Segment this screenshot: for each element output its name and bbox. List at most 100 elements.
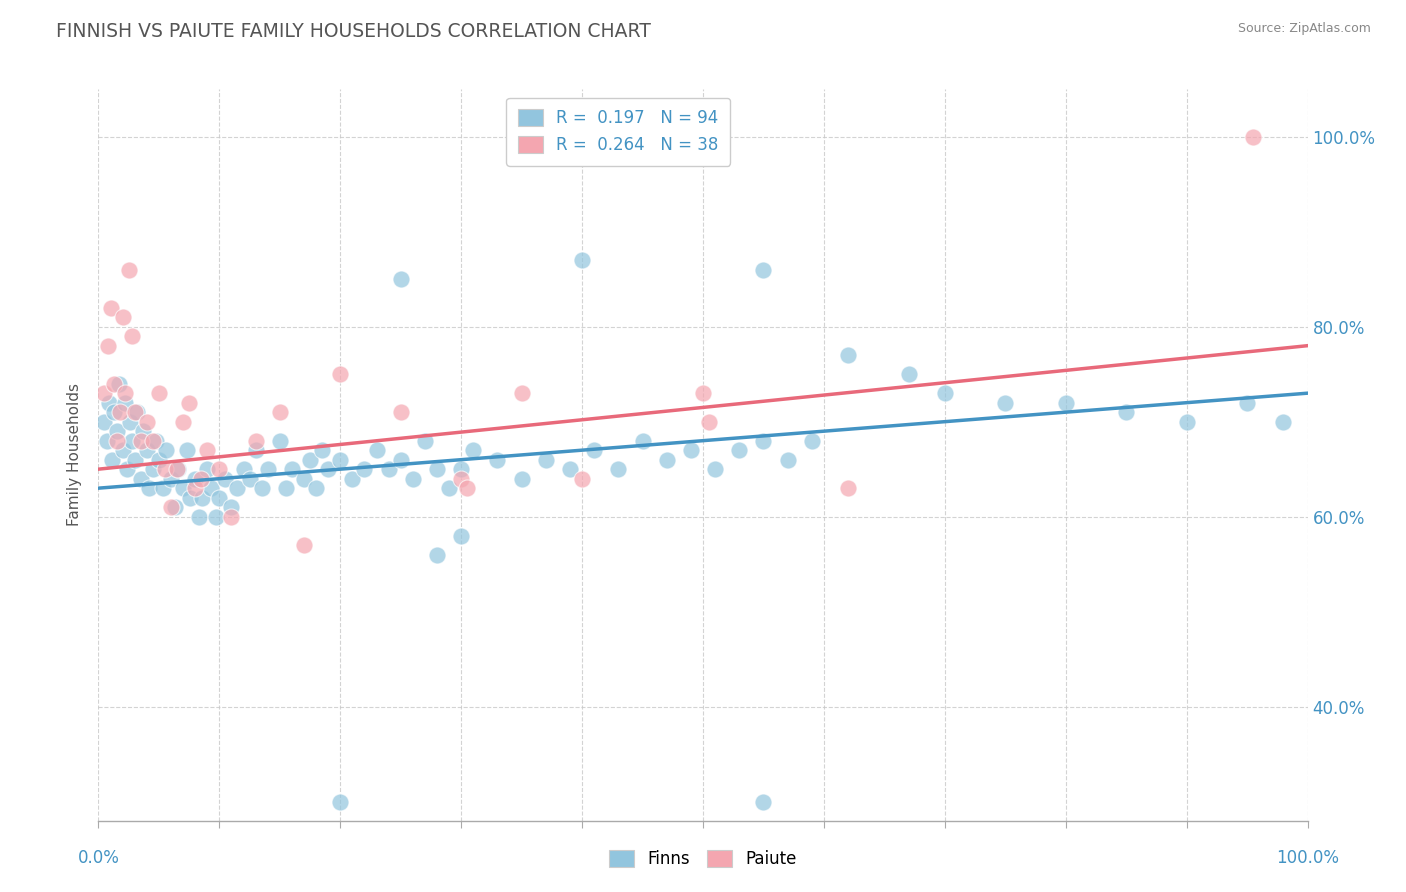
Point (117, 462, 139, 476)
Point (166, 462, 188, 476)
Point (250, 481, 273, 495)
Point (208, 491, 231, 505)
Point (200, 481, 222, 495)
Point (292, 538, 315, 552)
Point (353, 462, 375, 476)
Point (437, 481, 460, 495)
Point (172, 481, 194, 495)
Point (97, 339, 120, 353)
Point (103, 376, 125, 391)
Point (239, 472, 262, 486)
Point (752, 262, 775, 277)
Point (281, 462, 304, 476)
Point (1241, 129, 1264, 144)
Point (100, 301, 122, 315)
Point (135, 415, 157, 429)
Point (704, 462, 727, 476)
Point (191, 491, 214, 505)
Point (800, 434, 823, 448)
Point (1054, 395, 1077, 409)
Point (329, 795, 352, 809)
Point (377, 462, 399, 476)
Point (114, 395, 136, 409)
Point (1272, 415, 1295, 429)
Point (256, 462, 278, 476)
Point (195, 462, 218, 476)
Point (204, 509, 226, 524)
Point (184, 481, 207, 495)
Point (124, 405, 146, 419)
Point (450, 472, 472, 486)
Point (245, 443, 267, 458)
Point (329, 367, 352, 381)
Point (148, 452, 170, 467)
Point (510, 472, 533, 486)
Point (776, 452, 799, 467)
Point (142, 434, 165, 448)
Point (583, 443, 606, 458)
Point (93, 386, 115, 401)
Point (111, 443, 134, 458)
Point (692, 386, 714, 401)
Point (103, 405, 125, 419)
Point (607, 462, 630, 476)
Point (114, 386, 136, 401)
Point (148, 386, 170, 401)
Point (486, 452, 509, 467)
Point (413, 434, 436, 448)
Point (389, 452, 412, 467)
Point (450, 529, 472, 543)
Text: FINNISH VS PAIUTE FAMILY HOUSEHOLDS CORRELATION CHART: FINNISH VS PAIUTE FAMILY HOUSEHOLDS CORR… (56, 22, 651, 41)
Legend: R =  0.197   N = 94, R =  0.264   N = 38: R = 0.197 N = 94, R = 0.264 N = 38 (506, 97, 730, 166)
Point (342, 472, 364, 486)
Point (155, 443, 177, 458)
Point (98, 395, 121, 409)
Point (105, 434, 128, 448)
Point (108, 376, 131, 391)
Point (316, 462, 339, 476)
Point (558, 462, 581, 476)
Point (426, 548, 449, 562)
Point (245, 434, 267, 448)
Point (463, 443, 485, 458)
Point (1236, 395, 1258, 409)
Point (752, 795, 775, 809)
Y-axis label: Family Households: Family Households (67, 384, 83, 526)
Point (127, 405, 149, 419)
Point (534, 452, 557, 467)
Point (329, 452, 352, 467)
Point (121, 329, 143, 343)
Point (152, 481, 174, 495)
Point (305, 481, 328, 495)
Point (208, 462, 231, 476)
Point (184, 472, 207, 486)
Point (138, 481, 160, 495)
Point (190, 472, 212, 486)
Point (172, 415, 194, 429)
Point (142, 462, 165, 476)
Point (679, 443, 702, 458)
Point (93, 415, 115, 429)
Point (426, 462, 449, 476)
Point (129, 472, 152, 486)
Point (160, 500, 183, 515)
Point (510, 386, 533, 401)
Point (274, 481, 297, 495)
Text: 100.0%: 100.0% (1277, 849, 1339, 867)
Point (105, 424, 128, 438)
Point (118, 262, 141, 277)
Point (697, 415, 720, 429)
Point (232, 462, 254, 476)
Point (153, 462, 176, 476)
Point (163, 500, 186, 515)
Point (121, 434, 143, 448)
Point (221, 509, 243, 524)
Point (214, 472, 236, 486)
Point (389, 272, 412, 286)
Point (179, 491, 201, 505)
Point (292, 472, 315, 486)
Point (450, 462, 472, 476)
Point (631, 434, 654, 448)
Point (124, 452, 146, 467)
Point (456, 481, 478, 495)
